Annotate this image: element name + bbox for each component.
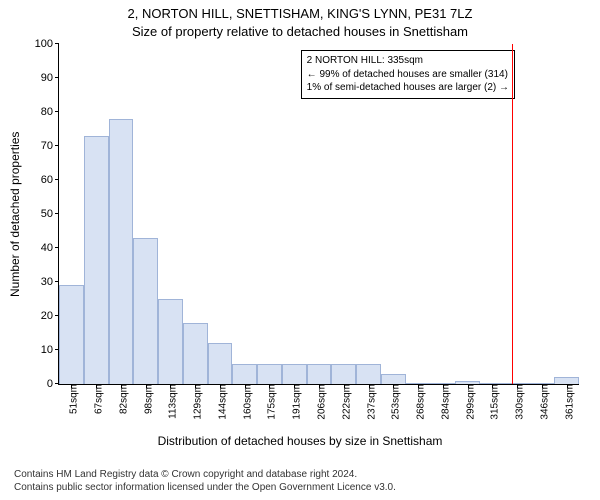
x-tick-label: 129sqm (187, 384, 204, 420)
x-tick-label: 51sqm (63, 384, 80, 414)
y-tick-label: 60 (41, 174, 59, 186)
histogram-bar (282, 364, 307, 384)
chart-title-sub: Size of property relative to detached ho… (0, 24, 600, 39)
chart-title-main: 2, NORTON HILL, SNETTISHAM, KING'S LYNN,… (0, 6, 600, 21)
y-tick-label: 80 (41, 106, 59, 118)
histogram-bar (183, 323, 208, 384)
plot-area: 2 NORTON HILL: 335sqm ← 99% of detached … (58, 44, 579, 385)
y-tick-mark (55, 111, 59, 112)
footer-line-2: Contains public sector information licen… (14, 481, 396, 494)
annotation-box: 2 NORTON HILL: 335sqm ← 99% of detached … (301, 50, 515, 99)
histogram-bar (257, 364, 282, 384)
histogram-bar (158, 299, 183, 384)
x-tick-label: 346sqm (533, 384, 550, 420)
x-tick-label: 315sqm (484, 384, 501, 420)
y-tick-mark (55, 281, 59, 282)
y-tick-mark (55, 213, 59, 214)
x-tick-label: 268sqm (410, 384, 427, 420)
y-tick-label: 10 (41, 344, 59, 356)
y-tick-mark (55, 145, 59, 146)
y-tick-mark (55, 77, 59, 78)
histogram-bar (356, 364, 381, 384)
footer-attribution: Contains HM Land Registry data © Crown c… (14, 468, 396, 494)
x-tick-label: 82sqm (112, 384, 129, 414)
y-tick-label: 70 (41, 140, 59, 152)
annotation-line-2: ← 99% of detached houses are smaller (31… (307, 68, 509, 82)
x-tick-label: 160sqm (236, 384, 253, 420)
y-tick-mark (55, 247, 59, 248)
x-tick-label: 237sqm (360, 384, 377, 420)
x-axis-label: Distribution of detached houses by size … (0, 434, 600, 448)
y-tick-label: 40 (41, 242, 59, 254)
histogram-bar (232, 364, 257, 384)
histogram-bar (307, 364, 332, 384)
histogram-bar (554, 377, 579, 384)
y-tick-label: 50 (41, 208, 59, 220)
y-tick-label: 20 (41, 310, 59, 322)
x-tick-label: 330sqm (509, 384, 526, 420)
x-tick-label: 191sqm (286, 384, 303, 420)
x-tick-label: 299sqm (459, 384, 476, 420)
histogram-bar (84, 136, 109, 384)
annotation-line-1: 2 NORTON HILL: 335sqm (307, 54, 509, 68)
x-tick-label: 113sqm (162, 384, 179, 419)
x-tick-label: 284sqm (434, 384, 451, 420)
y-tick-label: 0 (47, 378, 59, 390)
x-tick-label: 206sqm (311, 384, 328, 420)
histogram-bar (331, 364, 356, 384)
x-tick-label: 98sqm (137, 384, 154, 414)
y-tick-mark (55, 43, 59, 44)
annotation-line-3: 1% of semi-detached houses are larger (2… (307, 81, 509, 95)
y-axis-label: Number of detached properties (8, 131, 22, 296)
x-tick-label: 222sqm (335, 384, 352, 420)
footer-line-1: Contains HM Land Registry data © Crown c… (14, 468, 396, 481)
histogram-bar (109, 119, 134, 384)
y-tick-mark (55, 179, 59, 180)
chart-container: 2, NORTON HILL, SNETTISHAM, KING'S LYNN,… (0, 0, 600, 500)
x-tick-label: 361sqm (558, 384, 575, 420)
property-marker-line (512, 44, 513, 384)
x-tick-label: 144sqm (211, 384, 228, 420)
y-tick-label: 30 (41, 276, 59, 288)
histogram-bar (59, 285, 84, 384)
x-tick-label: 175sqm (261, 384, 278, 420)
x-tick-label: 253sqm (385, 384, 402, 420)
histogram-bar (381, 374, 406, 384)
y-tick-label: 100 (35, 38, 59, 50)
x-tick-label: 67sqm (88, 384, 105, 414)
y-tick-label: 90 (41, 72, 59, 84)
histogram-bar (208, 343, 233, 384)
histogram-bar (133, 238, 158, 384)
